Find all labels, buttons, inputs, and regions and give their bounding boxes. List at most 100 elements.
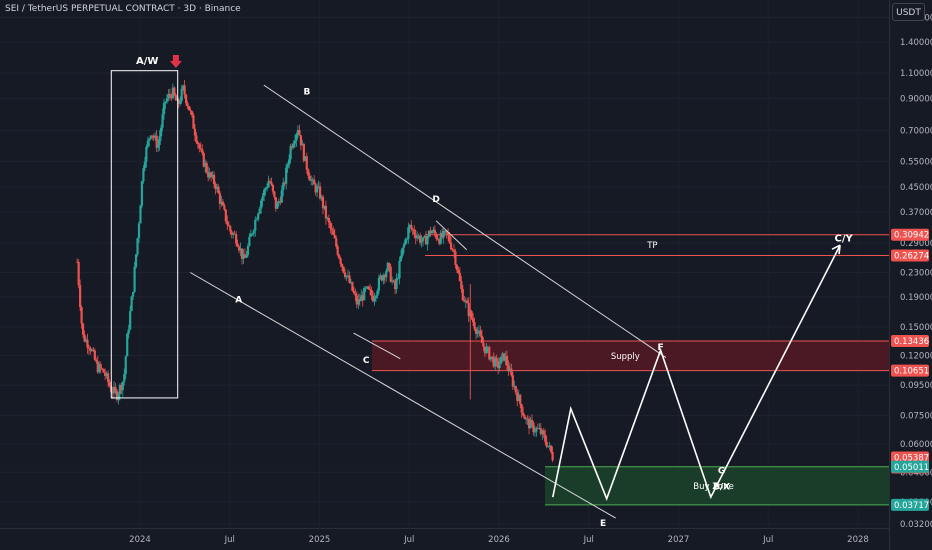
- candle-body: [258, 208, 261, 214]
- candle-body: [243, 254, 247, 258]
- candle-body: [349, 282, 353, 283]
- candle-body: [348, 275, 351, 283]
- candle-body: [260, 200, 263, 209]
- candle-body: [448, 235, 451, 243]
- channel-lower-line: [190, 272, 616, 519]
- candle-body: [407, 227, 410, 240]
- candle-body: [530, 419, 534, 423]
- candle-body: [183, 85, 186, 95]
- currency-button[interactable]: USDT: [892, 3, 925, 21]
- candle-body: [101, 368, 104, 370]
- candle-body: [464, 300, 467, 302]
- candle-body: [510, 368, 513, 376]
- candle-body: [491, 356, 494, 358]
- candle-body: [242, 254, 245, 260]
- price-tag-label: 0.03717: [894, 501, 929, 511]
- candle-body: [148, 138, 151, 141]
- candle-body: [435, 233, 438, 239]
- price-tag-label: 0.26274: [894, 252, 929, 262]
- x-tick-label: 2026: [488, 535, 510, 545]
- channel-segment-d: [435, 220, 468, 251]
- zone-supply: [372, 341, 889, 371]
- candle-body: [226, 221, 229, 225]
- candle-body: [193, 128, 197, 136]
- candle-body: [271, 184, 275, 192]
- candle-body: [214, 184, 217, 190]
- highlight-box: [110, 70, 179, 399]
- candle-body: [374, 295, 378, 299]
- price-tag-label: 0.05011: [894, 463, 929, 473]
- candle-body: [189, 110, 192, 112]
- candle-body: [470, 311, 473, 319]
- candle-body: [79, 285, 82, 308]
- candle-body: [83, 334, 86, 342]
- pattern-label: C/Y: [835, 234, 854, 245]
- price-axis[interactable]: 1.700001.400001.100000.900000.700000.550…: [891, 13, 932, 530]
- candle-body: [402, 244, 406, 248]
- candle-body: [449, 242, 453, 250]
- candle-body: [96, 361, 99, 373]
- candle-body: [497, 361, 500, 368]
- y-tick-label: 0.29000: [900, 239, 932, 249]
- candle-body: [111, 391, 114, 394]
- candle-body: [211, 174, 214, 177]
- candle-body: [154, 135, 157, 138]
- candle-body: [187, 105, 191, 111]
- candle-body: [289, 146, 292, 160]
- candle-body: [324, 205, 328, 219]
- candle-body: [205, 163, 208, 173]
- candle-body: [455, 264, 459, 270]
- candle-body: [288, 159, 291, 165]
- candle-body: [190, 111, 194, 116]
- candle-body: [106, 373, 110, 382]
- candle-body: [99, 364, 102, 369]
- price-tag: [891, 364, 929, 377]
- candle-body: [146, 140, 149, 147]
- candle-body: [283, 182, 286, 184]
- time-axis[interactable]: 2024 Jul 2025 Jul 2026 Jul 2027 Jul 2028: [129, 535, 869, 545]
- candle-body: [182, 85, 185, 89]
- candle-body: [161, 114, 164, 128]
- candle-body: [489, 356, 492, 360]
- candle-body: [485, 347, 488, 354]
- projection-path: [552, 244, 841, 501]
- candle-body: [290, 146, 294, 148]
- candle-body: [452, 249, 456, 252]
- candle-body: [274, 197, 277, 209]
- candle-body: [548, 445, 551, 447]
- candle-body: [308, 175, 311, 181]
- candle-body: [327, 217, 330, 223]
- price-tag: [891, 228, 929, 241]
- candle-body: [177, 99, 180, 104]
- candle-body: [302, 143, 305, 161]
- candle-body: [525, 418, 528, 420]
- candle-body: [457, 269, 460, 274]
- candle-body: [93, 350, 96, 360]
- price-tag-label: 0.10651: [894, 367, 929, 377]
- candle-body: [139, 205, 142, 224]
- pattern-label: G: [718, 467, 725, 477]
- candle-body: [358, 299, 361, 302]
- candle-body: [95, 359, 98, 362]
- candle-body: [504, 355, 507, 361]
- candle-body: [155, 135, 158, 148]
- grid: [0, 16, 889, 525]
- time-axis-separator: [0, 528, 889, 529]
- candle-body: [424, 235, 428, 245]
- candle-body: [130, 296, 133, 311]
- candle-body: [467, 303, 470, 317]
- candle-body: [232, 233, 235, 235]
- candle-body: [346, 275, 350, 277]
- candle-body: [229, 226, 232, 232]
- candle-body: [202, 152, 205, 167]
- candle-body: [427, 230, 431, 237]
- candle-body: [311, 179, 314, 181]
- candle-body: [279, 201, 282, 203]
- pattern-label: E: [600, 519, 606, 529]
- candle-body: [76, 261, 79, 263]
- candle-body: [526, 418, 529, 420]
- candle-body: [165, 98, 169, 102]
- candle-body: [215, 186, 219, 190]
- candle-body: [492, 356, 495, 367]
